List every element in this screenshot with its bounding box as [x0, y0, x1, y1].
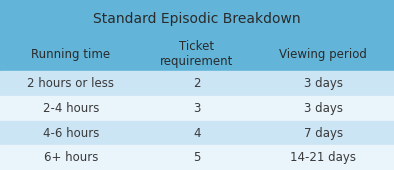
Bar [0, 96, 394, 121]
Text: Ticket
requirement: Ticket requirement [160, 40, 234, 68]
Text: Viewing period: Viewing period [279, 48, 367, 61]
Text: 4: 4 [193, 126, 201, 140]
Text: 2-4 hours: 2-4 hours [43, 102, 99, 115]
Bar [0, 0, 394, 37]
Text: 4-6 hours: 4-6 hours [43, 126, 99, 140]
Text: 5: 5 [193, 151, 201, 164]
Text: 3 days: 3 days [304, 77, 342, 90]
Bar [0, 145, 394, 170]
Bar [0, 71, 394, 96]
Text: 2: 2 [193, 77, 201, 90]
Bar [0, 37, 394, 71]
Text: Running time: Running time [32, 48, 110, 61]
Text: 3 days: 3 days [304, 102, 342, 115]
Text: Standard Episodic Breakdown: Standard Episodic Breakdown [93, 12, 301, 26]
Text: 2 hours or less: 2 hours or less [28, 77, 114, 90]
Bar [0, 121, 394, 145]
Text: 7 days: 7 days [303, 126, 343, 140]
Text: 3: 3 [193, 102, 201, 115]
Text: 6+ hours: 6+ hours [44, 151, 98, 164]
Text: 14-21 days: 14-21 days [290, 151, 356, 164]
